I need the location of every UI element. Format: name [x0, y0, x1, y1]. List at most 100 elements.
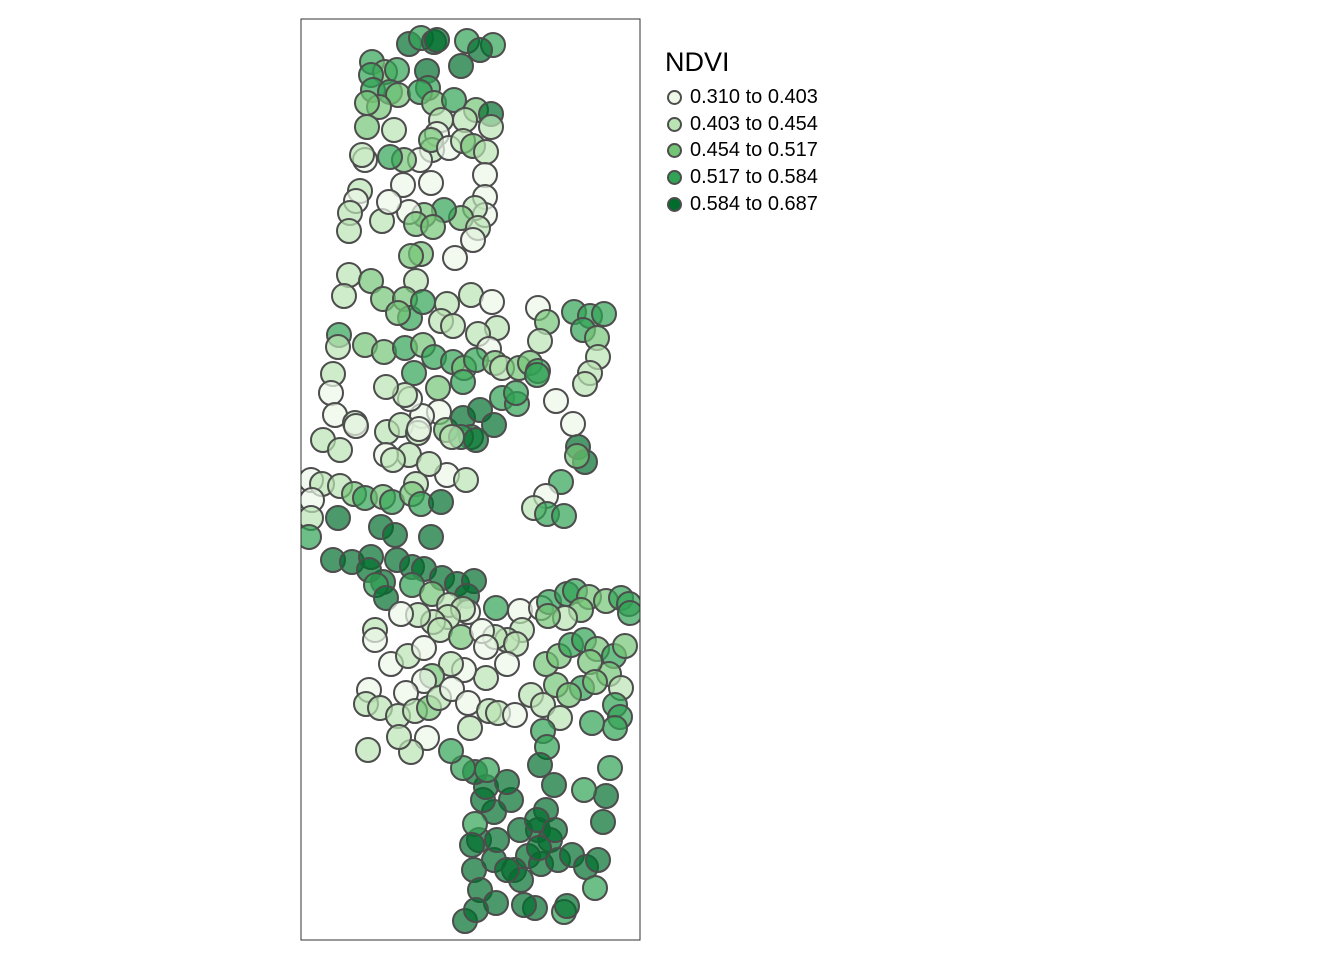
ndvi-point	[406, 416, 432, 442]
ndvi-point	[377, 144, 403, 170]
ndvi-point	[479, 289, 505, 315]
ndvi-point	[440, 313, 466, 339]
ndvi-point	[325, 505, 351, 531]
legend-label-2: 0.403 to 0.454	[690, 112, 818, 135]
ndvi-point	[527, 752, 553, 778]
ndvi-point	[418, 170, 444, 196]
ndvi-point	[420, 214, 446, 240]
ndvi-point	[484, 827, 510, 853]
legend-swatch-3	[667, 143, 682, 159]
ndvi-point	[541, 772, 567, 798]
ndvi-point	[463, 897, 489, 923]
ndvi-point	[424, 27, 450, 53]
ndvi-point	[336, 218, 362, 244]
ndvi-point	[591, 301, 617, 327]
ndvi-point	[571, 777, 597, 803]
legend-swatch-2	[667, 116, 682, 132]
ndvi-point	[526, 835, 552, 861]
ndvi-point	[481, 412, 507, 438]
ndvi-point	[494, 651, 520, 677]
ndvi-point	[524, 362, 550, 388]
ndvi-point	[448, 53, 474, 79]
ndvi-point	[380, 447, 406, 473]
ndvi-point	[474, 757, 500, 783]
ndvi-point	[354, 114, 380, 140]
ndvi-point	[376, 189, 402, 215]
legend-item-2: 0.403 to 0.454	[665, 111, 818, 138]
ndvi-point	[530, 692, 556, 718]
ndvi-point	[410, 289, 436, 315]
ndvi-point	[483, 595, 509, 621]
ndvi-point	[527, 328, 553, 354]
ndvi-point	[582, 875, 608, 901]
ndvi-point	[349, 142, 375, 168]
ndvi-point	[585, 847, 611, 873]
ndvi-point	[439, 424, 465, 450]
ndvi-point	[382, 522, 408, 548]
ndvi-point	[373, 374, 399, 400]
ndvi-point	[467, 37, 493, 63]
ndvi-point	[593, 783, 619, 809]
legend-label-5: 0.584 to 0.687	[690, 193, 818, 216]
ndvi-point	[327, 437, 353, 463]
ndvi-point	[301, 524, 322, 550]
ndvi-point	[358, 268, 384, 294]
ndvi-point	[453, 467, 479, 493]
ndvi-point	[385, 300, 411, 326]
ndvi-point	[494, 857, 520, 883]
ndvi-point	[459, 832, 485, 858]
map-frame	[300, 18, 641, 941]
ndvi-point	[325, 334, 351, 360]
ndvi-point	[572, 371, 598, 397]
ndvi-point	[502, 702, 528, 728]
ndvi-point	[336, 262, 362, 288]
legend-label-4: 0.517 to 0.584	[690, 166, 818, 189]
ndvi-point	[590, 809, 616, 835]
legend-item-4: 0.517 to 0.584	[665, 164, 818, 191]
ndvi-point	[331, 283, 357, 309]
ndvi-point	[318, 380, 344, 406]
ndvi-point	[411, 635, 437, 661]
ndvi-point	[564, 443, 590, 469]
ndvi-point	[602, 715, 628, 741]
ndvi-point	[386, 724, 412, 750]
ndvi-point	[617, 600, 640, 626]
ndvi-point	[503, 380, 529, 406]
ndvi-point	[560, 411, 586, 437]
ndvi-point	[416, 451, 442, 477]
ndvi-point	[388, 601, 414, 627]
ndvi-point	[418, 524, 444, 550]
ndvi-point	[390, 172, 416, 198]
ndvi-point	[442, 245, 468, 271]
ndvi-point	[355, 737, 381, 763]
ndvi-point	[425, 375, 451, 401]
ndvi-point	[597, 755, 623, 781]
ndvi-point	[438, 738, 464, 764]
legend-item-5: 0.584 to 0.687	[665, 191, 818, 218]
legend-label-3: 0.454 to 0.517	[690, 139, 818, 162]
ndvi-point	[542, 817, 568, 843]
legend-label-1: 0.310 to 0.403	[690, 85, 818, 108]
ndvi-point	[579, 710, 605, 736]
ndvi-point	[547, 705, 573, 731]
ndvi-point	[343, 413, 369, 439]
legend-title: NDVI	[665, 47, 730, 77]
ndvi-point	[556, 682, 582, 708]
ndvi-point	[450, 369, 476, 395]
ndvi-point	[373, 585, 399, 611]
ndvi-point	[511, 892, 537, 918]
ndvi-point	[551, 503, 577, 529]
legend-item-1: 0.310 to 0.403	[665, 84, 818, 111]
ndvi-point-layer	[301, 25, 640, 934]
ndvi-point	[371, 339, 397, 365]
ndvi-point	[535, 603, 561, 629]
ndvi-point	[478, 114, 504, 140]
ndvi-point	[473, 634, 499, 660]
ndvi-point	[441, 87, 467, 113]
ndvi-point	[473, 665, 499, 691]
ndvi-point	[428, 489, 454, 515]
ndvi-point	[384, 57, 410, 83]
legend-swatch-1	[667, 89, 682, 105]
ndvi-point	[354, 90, 380, 116]
ndvi-point	[472, 162, 498, 188]
